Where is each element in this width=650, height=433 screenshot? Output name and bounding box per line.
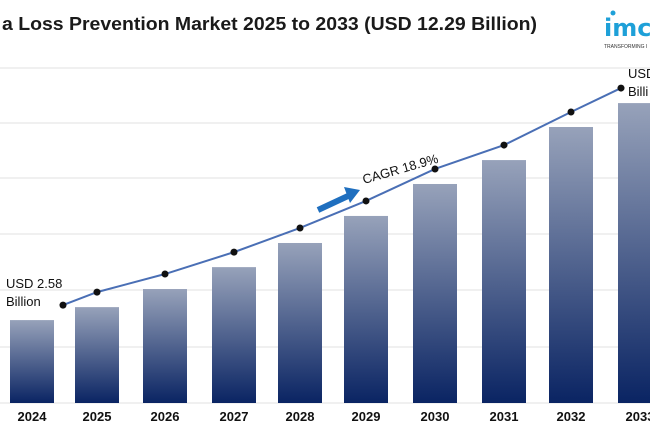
trend-marker bbox=[500, 141, 508, 149]
start-label-line2: Billion bbox=[6, 294, 41, 309]
logo: imc TRANSFORMING I bbox=[604, 10, 650, 50]
end-label-line1: USD bbox=[628, 66, 650, 81]
x-tick-label: 2028 bbox=[286, 409, 315, 424]
logo-text: imc bbox=[604, 14, 650, 42]
bar-2027 bbox=[212, 267, 256, 403]
end-label-line2: Billi bbox=[628, 84, 648, 99]
bar-2030 bbox=[413, 183, 457, 403]
bar-2031 bbox=[482, 160, 526, 403]
trend-marker bbox=[230, 248, 238, 256]
trend-marker bbox=[617, 84, 625, 92]
trend-marker bbox=[567, 108, 575, 116]
trend-marker bbox=[59, 301, 67, 309]
trend-line bbox=[62, 87, 622, 307]
start-label-line1: USD 2.58 bbox=[6, 276, 62, 291]
x-tick-label: 2027 bbox=[220, 409, 249, 424]
chart-title: a Loss Prevention Market 2025 to 2033 (U… bbox=[2, 14, 537, 34]
bar-2024 bbox=[10, 320, 54, 403]
x-tick-label: 2031 bbox=[490, 409, 519, 424]
x-tick-label: 2025 bbox=[83, 409, 112, 424]
trend-marker bbox=[296, 224, 304, 232]
logo-tagline: TRANSFORMING I bbox=[604, 44, 647, 50]
trend-marker bbox=[161, 270, 169, 278]
trend-marker bbox=[431, 165, 439, 173]
x-tick-label: 2029 bbox=[352, 409, 381, 424]
x-tick-label: 2030 bbox=[421, 409, 450, 424]
bar-2029 bbox=[344, 215, 388, 403]
x-tick-label: 2024 bbox=[18, 409, 48, 424]
cagr-arrow bbox=[316, 187, 360, 213]
x-tick-label: 2026 bbox=[151, 409, 180, 424]
bar-2033 bbox=[618, 103, 650, 403]
bar-2032 bbox=[549, 126, 593, 404]
cagr-label: CAGR 18.9% bbox=[361, 151, 441, 187]
x-tick-label: 2033 bbox=[626, 409, 650, 424]
trend-marker bbox=[93, 288, 101, 296]
bar-2025 bbox=[75, 307, 119, 403]
bar-2028 bbox=[278, 242, 322, 403]
bar-2026 bbox=[143, 289, 187, 403]
x-tick-label: 2032 bbox=[557, 409, 586, 424]
trend-marker bbox=[362, 197, 370, 205]
